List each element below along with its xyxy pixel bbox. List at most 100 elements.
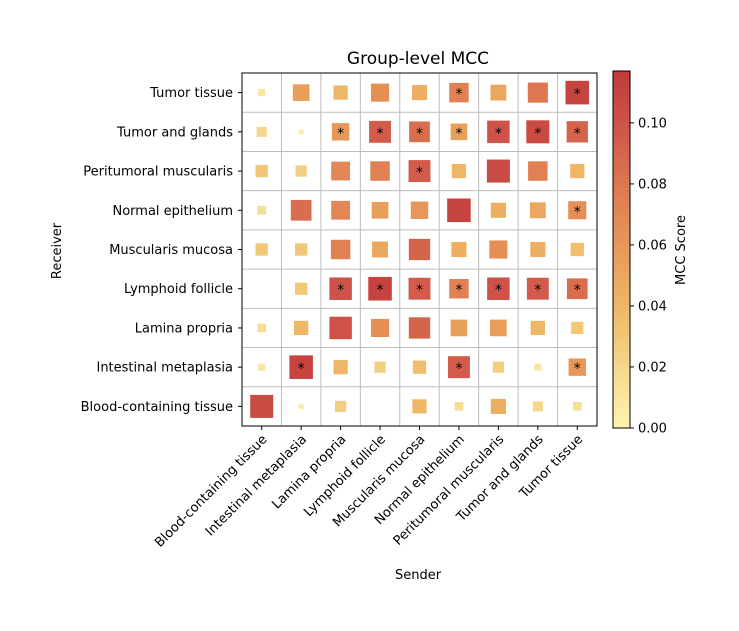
heatmap-cell [409, 121, 430, 143]
heatmap-cell [289, 355, 313, 379]
heatmap-cell [294, 320, 309, 336]
significance-marker: * [416, 126, 423, 142]
heatmap-cell [450, 319, 468, 337]
significance-marker: * [495, 126, 502, 142]
colorbar-tick-label: 0.10 [638, 116, 667, 131]
significance-marker: * [416, 165, 423, 181]
colorbar-tick-label: 0.00 [638, 422, 667, 437]
y-tick-label: Peritumoral muscularis [83, 165, 233, 180]
significance-marker: * [337, 126, 344, 142]
heatmap-cell [530, 241, 546, 258]
significance-marker: * [534, 283, 541, 299]
heatmap-cells: * * * * * * * * * * * * * * * * * * * * * [250, 80, 590, 418]
heatmap-cell [290, 199, 312, 221]
heatmap-cell [255, 164, 268, 178]
y-tick-label: Blood-containing tissue [81, 400, 233, 415]
significance-marker: * [337, 283, 344, 299]
y-tick-label: Normal epithelium [113, 204, 234, 219]
heatmap-cell [292, 84, 310, 101]
heatmap-cell [570, 242, 584, 257]
heatmap-cell [255, 243, 268, 256]
heatmap-cell [329, 277, 352, 300]
y-tick-labels: Tumor tissue Tumor and glands Peritumoral … [81, 86, 242, 415]
heatmap-cell [451, 163, 467, 179]
heatmap-cell [487, 120, 510, 144]
y-tick-label: Tumor tissue [149, 86, 233, 101]
heatmap-cell [529, 202, 546, 219]
heatmap-cell [568, 358, 586, 376]
chart-title: Group-level MCC [347, 49, 489, 69]
heatmap-cell [566, 278, 588, 300]
significance-marker: * [495, 283, 502, 299]
heatmap-cell [411, 85, 428, 101]
heatmap-cell [408, 238, 431, 261]
heatmap-cell [565, 80, 590, 105]
significance-marker: * [574, 126, 581, 142]
colorbar-tick-label: 0.04 [638, 299, 667, 314]
heatmap-cell [490, 319, 507, 337]
significance-marker: * [455, 361, 462, 377]
heatmap-cell [571, 321, 584, 335]
colorbar-tick-label: 0.06 [638, 238, 667, 253]
heatmap-cell [333, 85, 348, 100]
significance-marker: * [377, 283, 384, 299]
heatmap-cell [295, 243, 308, 256]
colorbar-tick-label: 0.02 [638, 360, 667, 375]
heatmap-cell [570, 163, 585, 179]
heatmap-cell [486, 159, 510, 183]
heatmap-cell [408, 317, 431, 339]
heatmap-cell [572, 402, 582, 411]
y-tick-label: Lamina propria [135, 321, 233, 336]
heatmap-cell [250, 394, 274, 418]
colorbar-label: MCC Score [674, 215, 689, 285]
heatmap-cell [526, 277, 549, 300]
heatmap-cell [369, 120, 392, 143]
heatmap-cell [258, 363, 266, 371]
heatmap-cell [412, 360, 427, 374]
y-tick-label: Tumor and glands [116, 125, 233, 140]
heatmap-cell [334, 400, 347, 413]
heatmap-cell [330, 239, 351, 260]
heatmap-cell [370, 318, 390, 338]
heatmap-cell [447, 198, 471, 223]
significance-marker: * [534, 126, 541, 142]
heatmap-cell [298, 129, 304, 135]
heatmap-cell [374, 361, 386, 373]
heatmap-cell [566, 121, 588, 143]
heatmap-cell [526, 120, 550, 144]
heatmap-cell [527, 82, 548, 103]
y-tick-label: Muscularis mucosa [109, 243, 233, 258]
heatmap-cell [298, 403, 304, 409]
heatmap-cell [490, 202, 506, 218]
heatmap-cell [490, 398, 506, 414]
heatmap-cell [412, 399, 427, 414]
heatmap-cell [331, 200, 351, 220]
heatmap-cell [528, 161, 548, 181]
heatmap-cell [490, 84, 507, 101]
y-tick-label: Lymphoid follicle [124, 282, 233, 297]
significance-marker: * [574, 283, 581, 299]
heatmap-cell [370, 83, 390, 102]
heatmap-cell [295, 165, 307, 177]
colorbar-tick-label: 0.08 [638, 177, 667, 192]
heatmap-cell [532, 401, 543, 412]
significance-marker: * [574, 361, 581, 377]
significance-marker: * [455, 283, 462, 299]
significance-marker: * [455, 126, 462, 142]
heatmap-cell [368, 276, 392, 301]
heatmap-cell [331, 161, 351, 181]
heatmap-cell [295, 282, 308, 295]
y-tick-label: Intestinal metaplasia [96, 361, 233, 376]
colorbar [612, 70, 631, 429]
significance-marker: * [574, 204, 581, 220]
y-axis-label: Receiver [50, 222, 65, 279]
colorbar-ticks: 0.00 0.02 0.04 0.06 0.08 0.10 [630, 116, 667, 437]
heatmap-cell [258, 89, 266, 97]
significance-marker: * [377, 126, 384, 142]
significance-marker: * [298, 361, 305, 377]
heatmap-cell [410, 201, 429, 219]
heatmap-cell [454, 402, 464, 411]
heatmap-cell [408, 160, 431, 183]
heatmap-cell [257, 205, 267, 215]
